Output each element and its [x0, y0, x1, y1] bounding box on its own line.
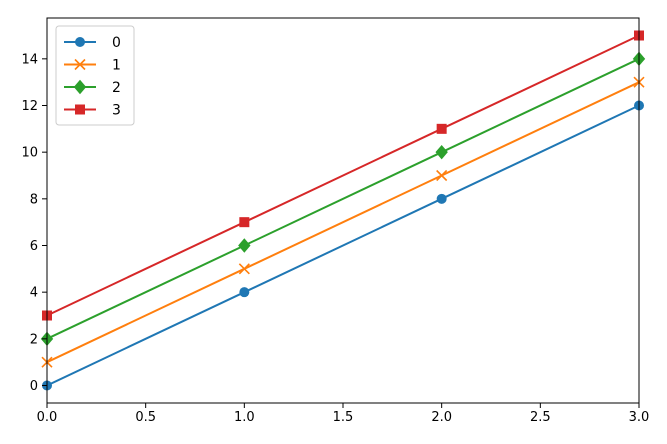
- y-tick-label: 0: [30, 379, 38, 394]
- legend-label-3: 3: [112, 103, 121, 119]
- y-tick-label: 14: [21, 52, 38, 67]
- x-tick-label: 1.0: [234, 410, 255, 425]
- data-point-0-2: [436, 193, 447, 204]
- series-line-2: [46, 57, 640, 340]
- legend: 0 1 2 3: [55, 25, 135, 126]
- legend-marker-2: [73, 79, 87, 95]
- series-line-0: [46, 104, 640, 387]
- series-layer: [40, 30, 646, 391]
- x-tick-label: 2.5: [530, 410, 551, 425]
- legend-label-2: 2: [112, 80, 121, 96]
- legend-marker-0: [75, 37, 85, 47]
- x-tick-label: 1.5: [333, 410, 354, 425]
- legend-marker-3: [75, 104, 85, 115]
- data-point-1-2: [436, 169, 448, 182]
- legend-marker-1: [74, 58, 86, 71]
- data-point-2-2: [435, 144, 448, 160]
- legend-box: [55, 25, 135, 126]
- y-tick-label: 12: [21, 99, 38, 114]
- legend-label-1: 1: [112, 58, 121, 74]
- y-tick-label: 6: [30, 239, 38, 254]
- y-tick-label: 2: [30, 332, 38, 347]
- x-tick-label: 0.5: [135, 410, 156, 425]
- y-tick-label: 8: [30, 192, 38, 207]
- x-tick-label: 2.0: [431, 410, 452, 425]
- y-tick-label: 10: [21, 146, 38, 161]
- x-tick-label: 0.0: [37, 410, 58, 425]
- data-point-0-1: [239, 287, 250, 298]
- plot-area: [47, 18, 639, 403]
- y-tick-label: 4: [30, 286, 38, 301]
- x-tick-label: 3.0: [629, 410, 650, 425]
- data-point-2-1: [238, 238, 251, 253]
- series-line-3: [46, 34, 640, 317]
- series-line-1: [46, 81, 640, 364]
- data-point-3-2: [436, 123, 447, 134]
- data-point-3-1: [239, 217, 250, 228]
- legend-label-0: 0: [112, 35, 121, 51]
- data-point-1-1: [238, 263, 250, 275]
